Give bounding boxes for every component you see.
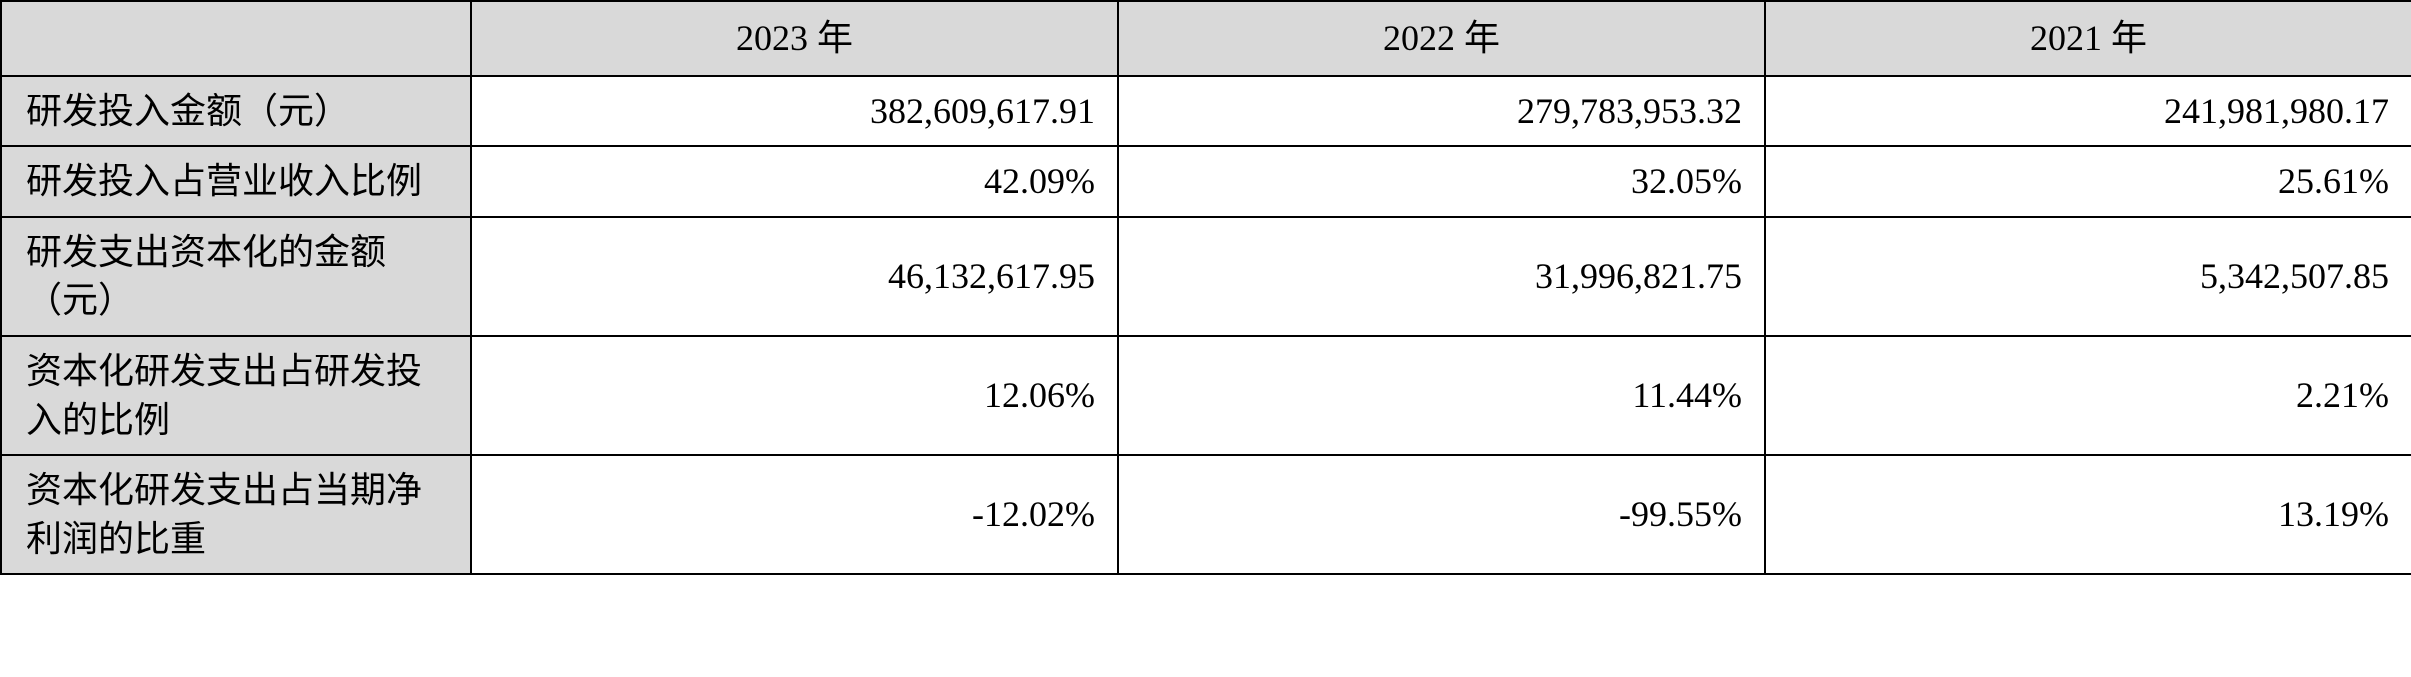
- cell-value: 279,783,953.32: [1118, 76, 1765, 147]
- cell-value: 2.21%: [1765, 336, 2411, 455]
- table-header-row: 2023 年 2022 年 2021 年: [1, 1, 2411, 76]
- cell-value: 13.19%: [1765, 455, 2411, 574]
- cell-value: 11.44%: [1118, 336, 1765, 455]
- cell-value: 42.09%: [471, 146, 1118, 217]
- rd-investment-table: 2023 年 2022 年 2021 年 研发投入金额（元） 382,609,6…: [0, 0, 2411, 575]
- header-2021: 2021 年: [1765, 1, 2411, 76]
- rd-investment-table-container: 2023 年 2022 年 2021 年 研发投入金额（元） 382,609,6…: [0, 0, 2411, 575]
- row-label: 研发支出资本化的金额（元）: [1, 217, 471, 336]
- row-label: 资本化研发支出占当期净利润的比重: [1, 455, 471, 574]
- cell-value: 46,132,617.95: [471, 217, 1118, 336]
- header-2022: 2022 年: [1118, 1, 1765, 76]
- table-row: 研发投入金额（元） 382,609,617.91 279,783,953.32 …: [1, 76, 2411, 147]
- cell-value: 5,342,507.85: [1765, 217, 2411, 336]
- table-row: 研发投入占营业收入比例 42.09% 32.05% 25.61%: [1, 146, 2411, 217]
- cell-value: 382,609,617.91: [471, 76, 1118, 147]
- cell-value: 25.61%: [1765, 146, 2411, 217]
- header-2023: 2023 年: [471, 1, 1118, 76]
- row-label: 研发投入占营业收入比例: [1, 146, 471, 217]
- cell-value: 241,981,980.17: [1765, 76, 2411, 147]
- header-blank: [1, 1, 471, 76]
- table-row: 研发支出资本化的金额（元） 46,132,617.95 31,996,821.7…: [1, 217, 2411, 336]
- row-label: 资本化研发支出占研发投入的比例: [1, 336, 471, 455]
- cell-value: -99.55%: [1118, 455, 1765, 574]
- cell-value: -12.02%: [471, 455, 1118, 574]
- table-row: 资本化研发支出占研发投入的比例 12.06% 11.44% 2.21%: [1, 336, 2411, 455]
- cell-value: 32.05%: [1118, 146, 1765, 217]
- cell-value: 12.06%: [471, 336, 1118, 455]
- table-row: 资本化研发支出占当期净利润的比重 -12.02% -99.55% 13.19%: [1, 455, 2411, 574]
- cell-value: 31,996,821.75: [1118, 217, 1765, 336]
- row-label: 研发投入金额（元）: [1, 76, 471, 147]
